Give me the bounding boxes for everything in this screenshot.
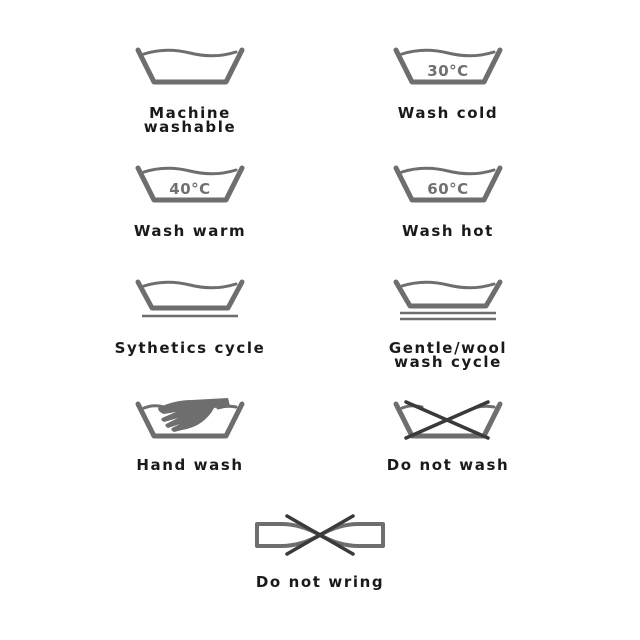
cross-line xyxy=(404,400,490,440)
do-not-wring-icon xyxy=(255,514,385,556)
temperature-text: 60°C xyxy=(427,180,468,198)
symbol-label: Gentle/wool wash cycle xyxy=(388,339,508,371)
cross-line xyxy=(285,514,355,556)
symbol-label: Do not wash xyxy=(386,456,510,474)
wash-tub-icon xyxy=(135,47,245,85)
hand-wash-icon xyxy=(135,398,245,439)
wash-tub-60-icon: 60°C xyxy=(393,165,503,203)
wash-tub-40-icon: 40°C xyxy=(135,165,245,203)
symbol-synthetics-cycle: Sythetics cycle xyxy=(70,276,310,357)
symbol-hand-wash: Hand wash xyxy=(70,396,310,474)
symbol-label: Wash hot xyxy=(402,222,494,240)
do-not-wash-icon xyxy=(393,400,503,440)
symbol-do-not-wring: Do not wring xyxy=(200,512,440,591)
hand-icon xyxy=(158,398,230,432)
symbol-label: Machine washable xyxy=(143,104,237,136)
symbol-do-not-wash: Do not wash xyxy=(328,396,568,474)
symbol-gentle-wool: Gentle/wool wash cycle xyxy=(328,276,568,371)
wash-tub-two-bars-icon xyxy=(393,279,503,321)
symbol-wash-hot: 60°C Wash hot xyxy=(328,162,568,240)
symbol-label: Wash warm xyxy=(133,222,247,240)
temperature-text: 40°C xyxy=(169,180,210,198)
symbol-label: Hand wash xyxy=(136,456,244,474)
temperature-text: 30°C xyxy=(427,62,468,80)
symbol-wash-warm: 40°C Wash warm xyxy=(70,162,310,240)
symbol-label: Do not wring xyxy=(255,573,385,591)
symbol-wash-cold: 30°C Wash cold xyxy=(328,44,568,122)
wash-tub-one-bar-icon xyxy=(135,279,245,318)
symbol-machine-washable: Machine washable xyxy=(70,44,310,136)
wash-tub-30-icon: 30°C xyxy=(393,47,503,85)
symbol-label: Sythetics cycle xyxy=(114,339,266,357)
symbol-label: Wash cold xyxy=(397,104,499,122)
